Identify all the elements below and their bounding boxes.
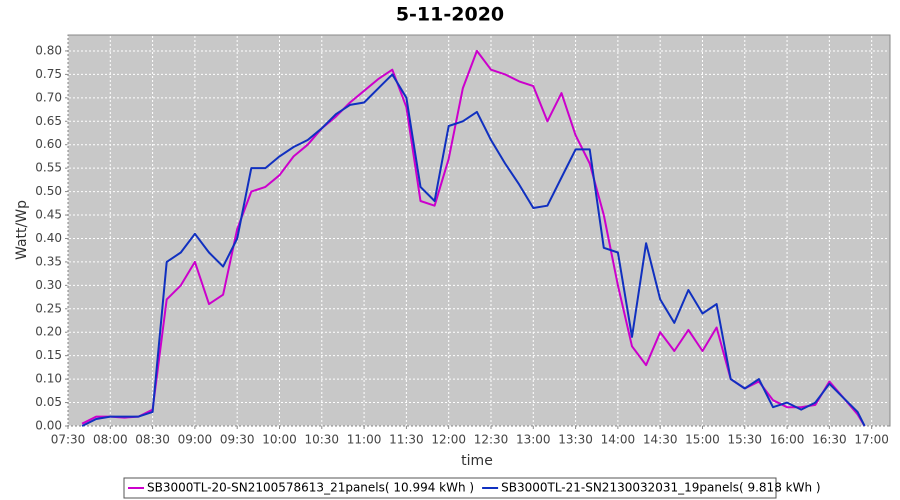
y-tick-label: 0.60 <box>35 137 62 151</box>
legend-label: SB3000TL-21-SN2130032031_19panels( 9.818… <box>501 481 820 495</box>
x-tick-label: 07:30 <box>51 433 86 447</box>
legend-box <box>123 477 777 499</box>
x-tick-label: 09:00 <box>178 433 213 447</box>
x-tick-label: 13:30 <box>558 433 593 447</box>
y-tick-label: 0.20 <box>35 325 62 339</box>
x-tick-label: 12:00 <box>431 433 466 447</box>
legend-label: SB3000TL-20-SN2100578613_21panels( 10.99… <box>147 481 474 495</box>
y-tick-label: 0.10 <box>35 372 62 386</box>
y-axis-label: Watt/Wp <box>14 200 30 260</box>
y-tick-label: 0.45 <box>35 208 62 222</box>
plot-area <box>67 34 891 427</box>
y-tick-label: 0.70 <box>35 90 62 104</box>
x-tick-label: 16:30 <box>812 433 847 447</box>
y-tick-label: 0.65 <box>35 114 62 128</box>
x-tick-label: 08:00 <box>93 433 128 447</box>
series-line <box>81 73 866 427</box>
x-tick-label: 11:00 <box>347 433 382 447</box>
x-tick-label: 14:00 <box>601 433 636 447</box>
x-tick-label: 08:30 <box>135 433 170 447</box>
y-tick-label: 0.35 <box>35 254 62 268</box>
x-tick-label: 11:30 <box>389 433 424 447</box>
y-tick-label: 0.50 <box>35 184 62 198</box>
y-tick-label: 0.30 <box>35 278 62 292</box>
x-tick-label: 10:00 <box>262 433 297 447</box>
x-tick-label: 12:30 <box>474 433 509 447</box>
x-tick-label: 15:30 <box>727 433 762 447</box>
x-axis-label: time <box>461 453 493 469</box>
y-tick-label: 0.75 <box>35 67 62 81</box>
y-tick-label: 0.15 <box>35 348 62 362</box>
x-tick-label: 17:00 <box>854 433 889 447</box>
chart-title: 5-11-2020 <box>396 4 504 26</box>
x-tick-label: 10:30 <box>304 433 339 447</box>
x-tick-label: 09:30 <box>220 433 255 447</box>
x-tick-label: 13:00 <box>516 433 551 447</box>
y-tick-label: 0.00 <box>35 419 62 433</box>
y-tick-label: 0.80 <box>35 43 62 57</box>
x-tick-label: 16:00 <box>770 433 805 447</box>
x-tick-label: 15:00 <box>685 433 720 447</box>
y-tick-label: 0.40 <box>35 231 62 245</box>
y-tick-label: 0.05 <box>35 395 62 409</box>
x-tick-label: 14:30 <box>643 433 678 447</box>
y-tick-label: 0.25 <box>35 301 62 315</box>
y-tick-label: 0.55 <box>35 161 62 175</box>
